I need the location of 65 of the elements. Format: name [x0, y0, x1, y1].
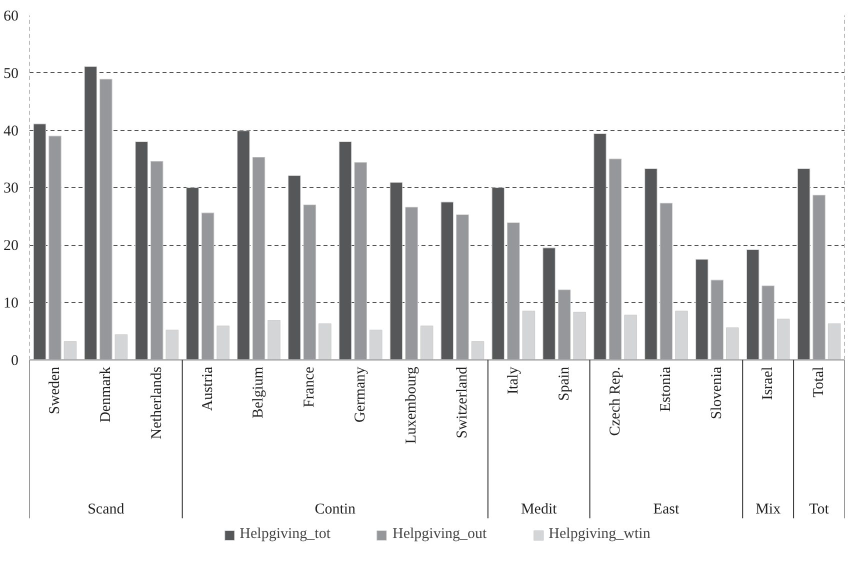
bar: [405, 206, 418, 360]
text: Tot: [809, 502, 830, 518]
bar: [201, 212, 214, 360]
y-tick-label: 30: [4, 180, 18, 197]
x-tick-label: Austria: [200, 366, 216, 411]
bar: [99, 78, 112, 360]
bar: [710, 280, 724, 360]
bar: [762, 286, 775, 360]
x-tick-label: Germany: [352, 366, 369, 423]
bar: [776, 318, 790, 360]
text: Medit: [520, 502, 558, 518]
legend-label: Helpgiving_wtin: [548, 526, 650, 543]
bar: [660, 202, 673, 360]
bar: [48, 136, 62, 360]
x-tick-label: Italy: [505, 366, 522, 394]
y-tick-label: 0: [11, 352, 18, 369]
x-tick-label: Netherlands: [148, 366, 165, 440]
y-tick-label: 50: [4, 66, 18, 82]
x-tick-label: Israel: [760, 366, 776, 400]
text: Mix: [756, 502, 782, 518]
bar: [64, 341, 77, 360]
bar: [573, 312, 586, 360]
y-tick-label: 20: [4, 238, 18, 254]
x-tick-label: Denmark: [98, 366, 114, 423]
bar: [675, 310, 688, 360]
bar: [812, 194, 826, 360]
x-tick-label: Estonia: [658, 366, 674, 412]
x-tick-label: Total: [811, 366, 828, 398]
bar: [150, 160, 164, 360]
bar: [471, 341, 484, 360]
bar: [644, 168, 658, 360]
bar: [354, 162, 368, 360]
bar: [522, 310, 536, 360]
bar: [456, 214, 469, 360]
bar: [268, 320, 280, 360]
text: East: [653, 502, 680, 518]
y-tick-label: 40: [4, 123, 18, 140]
x-tick-label: Sweden: [46, 366, 63, 414]
x-tick-label: Czech Rep.: [607, 366, 624, 436]
y-tick-label: 60: [4, 8, 18, 24]
y-tick-label: 10: [4, 295, 18, 312]
bar: [420, 326, 434, 360]
legend-label: Helpgiving_out: [392, 526, 487, 543]
text: Scand: [88, 502, 125, 518]
bar: [252, 156, 266, 360]
text: Contin: [314, 502, 356, 518]
bar: [828, 323, 841, 360]
x-tick-label: Slovenia: [709, 366, 726, 420]
bar: [726, 327, 739, 360]
bar: [506, 222, 520, 360]
bar: [608, 158, 622, 360]
bar: [114, 334, 128, 360]
bar: [558, 290, 571, 360]
x-tick-label: Luxembourg: [404, 366, 420, 444]
x-tick-label: Belgium: [250, 366, 267, 418]
bar: [166, 330, 179, 360]
x-tick-label: Spain: [556, 366, 572, 401]
bar: [216, 326, 230, 360]
bar: [303, 204, 316, 360]
x-tick-label: Switzerland: [454, 366, 470, 438]
bar: [318, 323, 332, 360]
bar: [624, 314, 637, 360]
x-tick-label: France: [302, 366, 318, 408]
bar: [369, 330, 382, 360]
legend-label: Helpgiving_tot: [240, 526, 330, 543]
